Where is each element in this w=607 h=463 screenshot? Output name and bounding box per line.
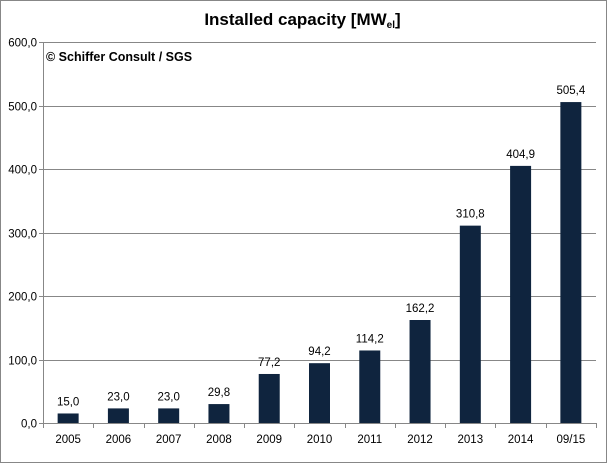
bar-2010 (309, 363, 330, 423)
x-tick-label-2013: 2013 (458, 434, 484, 446)
bar-09/15 (560, 102, 582, 424)
x-tick-label-2010: 2010 (307, 434, 333, 446)
chart-title-end: ] (395, 10, 401, 29)
y-tick-label: 400,0 (8, 165, 37, 177)
x-tick-label-09/15: 09/15 (556, 434, 585, 446)
bar-2012 (409, 320, 431, 423)
data-label-2013: 310,8 (456, 209, 485, 221)
data-label-2014: 404,9 (506, 149, 535, 161)
data-label-09/15: 505,4 (556, 85, 585, 97)
x-tick-label-2011: 2011 (357, 434, 382, 446)
bar-2008 (208, 404, 230, 423)
x-tick-label-2006: 2006 (106, 434, 132, 446)
chart-title-main: Installed capacity [MW (204, 10, 387, 29)
data-label-2007: 23,0 (157, 391, 179, 403)
data-label-2009: 77,2 (258, 357, 280, 369)
y-tick-label: 0,0 (21, 419, 37, 431)
data-label-2011: 114,2 (356, 333, 384, 345)
y-tick-label: 500,0 (8, 102, 37, 114)
data-label-2006: 23,0 (107, 391, 129, 403)
chart-title: Installed capacity [MWel] (0, 10, 605, 31)
chart-title-subscript: el (386, 20, 395, 31)
bar-2011 (359, 350, 381, 423)
x-tick-label-2014: 2014 (508, 434, 534, 446)
bar-2013 (459, 225, 481, 423)
x-tick-label-2009: 2009 (256, 434, 282, 446)
bar-2005 (57, 413, 79, 423)
bar-2009 (258, 373, 280, 423)
bar-2006 (107, 408, 129, 423)
bar-2007 (158, 408, 180, 423)
x-tick-label-2007: 2007 (156, 434, 182, 446)
data-label-2010: 94,2 (308, 346, 330, 358)
x-tick-label-2012: 2012 (407, 434, 433, 446)
x-tick-label-2008: 2008 (206, 434, 232, 446)
x-tick-label-2005: 2005 (55, 434, 81, 446)
data-label-2008: 29,8 (208, 387, 230, 399)
bar-2014 (510, 165, 532, 424)
y-tick-label: 200,0 (8, 292, 37, 304)
y-tick-label: 600,0 (8, 38, 37, 50)
data-label-2005: 15,0 (57, 396, 79, 408)
data-label-2012: 162,2 (406, 303, 435, 315)
y-tick-label: 300,0 (8, 229, 37, 241)
y-tick-label: 100,0 (8, 356, 37, 368)
copyright-annotation: © Schiffer Consult / SGS (46, 50, 193, 64)
